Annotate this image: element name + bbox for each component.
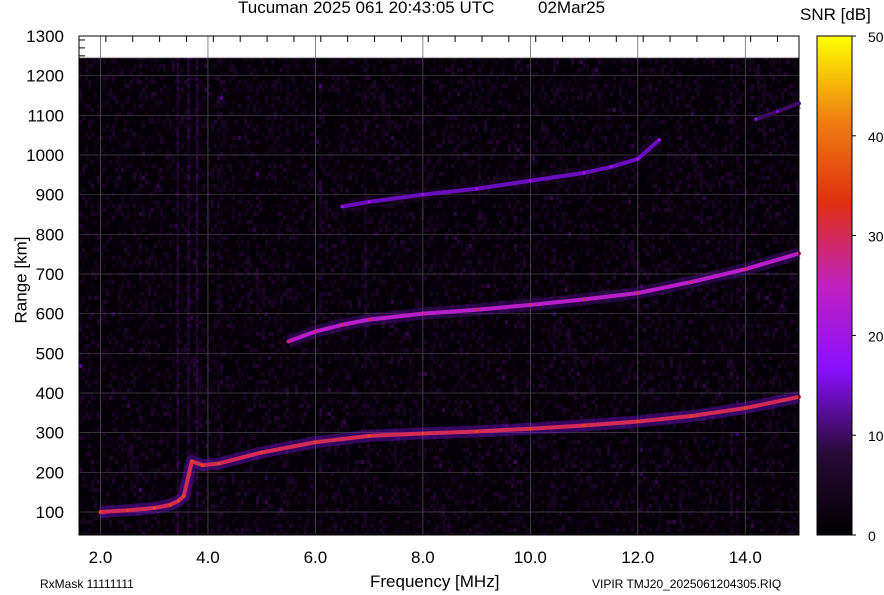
trace-point <box>636 420 640 424</box>
y-tick-label: 200 <box>36 463 64 482</box>
x-tick-label: 4.0 <box>196 548 220 567</box>
y-tick-label: 400 <box>36 384 64 403</box>
trace-point <box>182 494 186 498</box>
trace-point <box>776 109 780 113</box>
colorbar-tick-label: 10 <box>868 428 884 444</box>
trace-point <box>152 506 156 510</box>
trace-point <box>421 193 425 197</box>
trace-point <box>260 450 264 454</box>
trace-point <box>367 200 371 204</box>
x-tick-label: 12.0 <box>621 548 654 567</box>
colorbar-label: SNR [dB] <box>800 5 871 24</box>
x-axis-label: Frequency [MHz] <box>370 572 500 591</box>
y-tick-label: 300 <box>36 424 64 443</box>
y-tick-label: 700 <box>36 265 64 284</box>
x-tick-label: 2.0 <box>89 548 113 567</box>
y-axis-label: Range [km] <box>11 236 31 324</box>
trace-point <box>582 171 586 175</box>
x-tick-label: 6.0 <box>304 548 328 567</box>
trace-point <box>636 157 640 161</box>
colorbar <box>816 35 853 536</box>
chart-title: Tucuman 2025 061 20:43:05 UTC <box>238 0 495 17</box>
trace-point <box>475 429 479 433</box>
filename-label: VIPIR TMJ20_2025061204305.RIQ <box>592 577 782 591</box>
trace-point <box>340 323 344 327</box>
trace-point <box>340 205 344 209</box>
trace-point <box>528 179 532 183</box>
rxmask-label: RxMask 11111111 <box>40 577 134 591</box>
y-tick-label: 100 <box>36 503 64 522</box>
trace-point <box>690 414 694 418</box>
colorbar-tick-label: 20 <box>868 328 884 344</box>
trace-point <box>743 406 747 410</box>
trace-point <box>582 297 586 301</box>
trace-point <box>582 424 586 428</box>
colorbar-tick-label: 30 <box>868 229 884 245</box>
x-tick-label: 10.0 <box>514 548 547 567</box>
trace-point <box>754 117 758 121</box>
colorbar-tick-label: 40 <box>868 129 884 145</box>
trace-point <box>690 280 694 284</box>
y-tick-label: 500 <box>36 344 64 363</box>
y-tick-label: 1300 <box>26 27 64 46</box>
trace-halo <box>286 247 801 348</box>
trace-point <box>528 303 532 307</box>
trace-e-f1-trace <box>98 394 801 514</box>
trace-point <box>201 463 205 467</box>
trace-halo <box>341 135 664 213</box>
trace-point <box>313 330 317 334</box>
y-tick-label: 1200 <box>26 67 64 86</box>
trace-point <box>528 427 532 431</box>
trace-point <box>287 339 291 343</box>
y-tick-label: 1100 <box>27 106 64 125</box>
y-tick-label: 1000 <box>26 146 64 165</box>
colorbar-tick-label: 0 <box>868 528 876 544</box>
trace-point <box>657 138 661 142</box>
trace-point <box>421 431 425 435</box>
trace-point <box>475 187 479 191</box>
x-tick-label: 14.0 <box>729 548 762 567</box>
trace-point <box>609 165 613 169</box>
trace-point <box>421 312 425 316</box>
y-tick-label: 600 <box>36 305 64 324</box>
x-tick-label: 8.0 <box>411 548 435 567</box>
trace-point <box>367 318 371 322</box>
trace-point <box>475 308 479 312</box>
trace-point <box>313 440 317 444</box>
date-label: 02Mar25 <box>538 0 606 17</box>
trace-point <box>190 459 194 463</box>
y-tick-label: 800 <box>36 225 64 244</box>
y-tick-label: 900 <box>36 186 64 205</box>
plot-frame <box>78 35 800 536</box>
colorbar-tick-label: 50 <box>868 29 884 45</box>
trace-f2-second-hop <box>286 251 801 344</box>
trace-point <box>176 499 180 503</box>
trace-point <box>168 503 172 507</box>
trace-point <box>217 462 221 466</box>
trace-point <box>636 291 640 295</box>
trace-point <box>367 434 371 438</box>
trace-point <box>98 510 102 514</box>
trace-point <box>125 508 129 512</box>
trace-point <box>743 267 747 271</box>
